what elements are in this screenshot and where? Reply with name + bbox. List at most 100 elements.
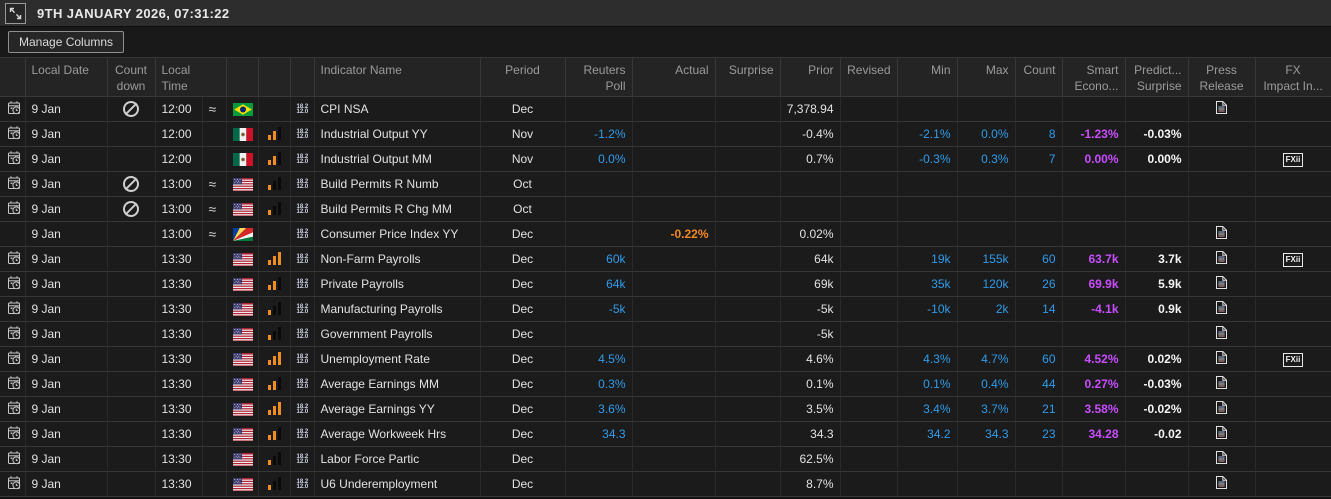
table-row[interactable]: 9 Jan 13:30 18.2 12.0 Private Payrolls Dec 64k… [0, 271, 1331, 298]
column-header-local_time[interactable]: Local Time [155, 56, 227, 98]
column-header-name[interactable]: Indicator Name [314, 56, 481, 98]
importance-bars-icon [267, 176, 281, 190]
calendar-clock-icon[interactable] [6, 250, 22, 266]
cell-surprise [715, 271, 781, 298]
expand-button[interactable] [5, 2, 26, 24]
column-header-min[interactable]: Min [897, 56, 958, 98]
economic-data-icon[interactable]: 18.2 12.0 [296, 103, 309, 116]
economic-data-icon[interactable]: 18.2 12.0 [296, 153, 309, 166]
press-release-doc-icon[interactable] [1215, 100, 1228, 115]
calendar-clock-icon[interactable] [6, 350, 22, 366]
table-row[interactable]: 9 Jan 12:00 18.2 12.0 Industrial Output YY No… [0, 121, 1331, 148]
fx-impact-icon[interactable]: FXii [1282, 153, 1304, 168]
calendar-clock-icon[interactable] [6, 175, 22, 191]
cell-approx: ≈ [202, 96, 227, 123]
column-header-fx[interactable]: FX Impact In... [1255, 56, 1331, 98]
table-row[interactable]: 9 Jan 13:30 18.2 12.0 Unemployment Rate Dec 4.… [0, 346, 1331, 373]
calendar-clock-icon[interactable] [6, 450, 22, 466]
cell-name: Government Payrolls [314, 321, 481, 348]
calendar-clock-icon[interactable] [6, 200, 22, 216]
calendar-clock-icon[interactable] [6, 100, 22, 116]
economic-data-icon[interactable]: 18.2 12.0 [296, 303, 309, 316]
calendar-clock-icon[interactable] [6, 400, 22, 416]
flag-us-icon [232, 178, 253, 192]
press-release-doc-icon[interactable] [1215, 300, 1228, 315]
column-header-period[interactable]: Period [480, 56, 566, 98]
calendar-clock-icon[interactable] [6, 275, 22, 291]
press-release-doc-icon[interactable] [1215, 250, 1228, 265]
table-row[interactable]: 9 Jan 13:00 ≈18.2 12.0 Build Permits R Numb O… [0, 171, 1331, 198]
economic-data-icon[interactable]: 18.2 12.0 [296, 178, 309, 191]
table-row[interactable]: 9 Jan 12:00 18.2 12.0 Industrial Output MM No… [0, 146, 1331, 173]
column-header-predict[interactable]: Predict... Surprise [1125, 56, 1189, 98]
press-release-doc-icon[interactable] [1215, 225, 1228, 240]
importance-bars-icon [267, 351, 281, 365]
column-header-flag[interactable] [226, 56, 259, 98]
press-release-doc-icon[interactable] [1215, 450, 1228, 465]
cell-min [897, 96, 958, 123]
table-row[interactable]: 9 Jan 13:30 18.2 12.0 Average Earnings MM Dec… [0, 371, 1331, 398]
column-header-press[interactable]: Press Release [1188, 56, 1256, 98]
calendar-clock-icon[interactable] [6, 475, 22, 491]
cell-name: Unemployment Rate [314, 346, 481, 373]
column-header-data_icon[interactable] [290, 56, 315, 98]
manage-columns-button[interactable]: Manage Columns [8, 31, 125, 53]
economic-data-icon[interactable]: 18.2 12.0 [296, 478, 309, 491]
press-release-doc-icon[interactable] [1215, 350, 1228, 365]
column-header-reuters_poll[interactable]: Reuters Poll [565, 56, 633, 98]
press-release-doc-icon[interactable] [1215, 475, 1228, 490]
cell-fx [1255, 296, 1331, 323]
table-row[interactable]: 9 Jan 13:30 18.2 12.0 Non-Farm Payrolls Dec 60… [0, 246, 1331, 273]
cell-min [897, 471, 958, 498]
economic-data-icon[interactable]: 18.2 12.0 [296, 428, 309, 441]
column-header-importance[interactable] [258, 56, 291, 98]
column-header-revised[interactable]: Revised [840, 56, 898, 98]
economic-data-icon[interactable]: 18.2 12.0 [296, 128, 309, 141]
table-row[interactable]: 9 Jan 13:30 18.2 12.0 U6 Underemployment Dec 8… [0, 471, 1331, 498]
fx-impact-icon[interactable]: FXii [1282, 353, 1304, 368]
economic-data-icon[interactable]: 18.2 12.0 [296, 453, 309, 466]
economic-data-icon[interactable]: 18.2 12.0 [296, 328, 309, 341]
calendar-clock-icon[interactable] [6, 425, 22, 441]
calendar-clock-icon[interactable] [6, 300, 22, 316]
table-row[interactable]: 9 Jan 13:30 18.2 12.0 Average Earnings YY Dec… [0, 396, 1331, 423]
economic-data-icon[interactable]: 18.2 12.0 [296, 353, 309, 366]
press-release-doc-icon[interactable] [1215, 400, 1228, 415]
table-row[interactable]: 9 Jan 13:30 18.2 12.0 Average Workweek Hrs De… [0, 421, 1331, 448]
fx-impact-icon[interactable]: FXii [1282, 253, 1304, 268]
cell-count [1015, 96, 1063, 123]
press-release-doc-icon[interactable] [1215, 275, 1228, 290]
press-release-doc-icon[interactable] [1215, 325, 1228, 340]
calendar-clock-icon[interactable] [6, 375, 22, 391]
economic-data-icon[interactable]: 18.2 12.0 [296, 203, 309, 216]
cell-name: CPI NSA [314, 96, 481, 123]
column-header-actual[interactable]: Actual [632, 56, 716, 98]
column-header-calendar[interactable] [0, 56, 26, 98]
column-header-local_date[interactable]: Local Date [25, 56, 108, 98]
table-row[interactable]: 9 Jan 12:00 ≈18.2 12.0 CPI NSA Dec 7,378.94 [0, 96, 1331, 123]
press-release-doc-icon[interactable] [1215, 425, 1228, 440]
economic-data-icon[interactable]: 18.2 12.0 [296, 228, 309, 241]
calendar-clock-icon[interactable] [6, 125, 22, 141]
column-header-smart[interactable]: Smart Econo... [1062, 56, 1126, 98]
table-row[interactable]: 9 Jan 13:30 18.2 12.0 Government Payrolls Dec… [0, 321, 1331, 348]
table-row[interactable]: 9 Jan 13:30 18.2 12.0 Labor Force Partic Dec 6… [0, 446, 1331, 473]
table-row[interactable]: 9 Jan 13:30 18.2 12.0 Manufacturing Payrolls… [0, 296, 1331, 323]
table-row[interactable]: 9 Jan 13:00 ≈18.2 12.0 Build Permits R Chg M… [0, 196, 1331, 223]
table-row[interactable]: 9 Jan 13:00 ≈18.2 12.0 Consumer Price Index … [0, 221, 1331, 248]
column-header-surprise[interactable]: Surprise [715, 56, 781, 98]
economic-data-icon[interactable]: 18.2 12.0 [296, 403, 309, 416]
column-header-max[interactable]: Max [957, 56, 1016, 98]
cell-approx [202, 371, 227, 398]
calendar-clock-icon[interactable] [6, 150, 22, 166]
economic-data-icon[interactable]: 18.2 12.0 [296, 378, 309, 391]
cell-countdown [107, 121, 156, 148]
calendar-clock-icon[interactable] [6, 325, 22, 341]
column-header-prior[interactable]: Prior [780, 56, 841, 98]
economic-data-icon[interactable]: 18.2 12.0 [296, 253, 309, 266]
column-header-count[interactable]: Count [1015, 56, 1063, 98]
press-release-doc-icon[interactable] [1215, 375, 1228, 390]
economic-data-icon[interactable]: 18.2 12.0 [296, 278, 309, 291]
cell-min: 0.1% [897, 371, 958, 398]
column-header-countdown[interactable]: Count down [107, 56, 156, 98]
